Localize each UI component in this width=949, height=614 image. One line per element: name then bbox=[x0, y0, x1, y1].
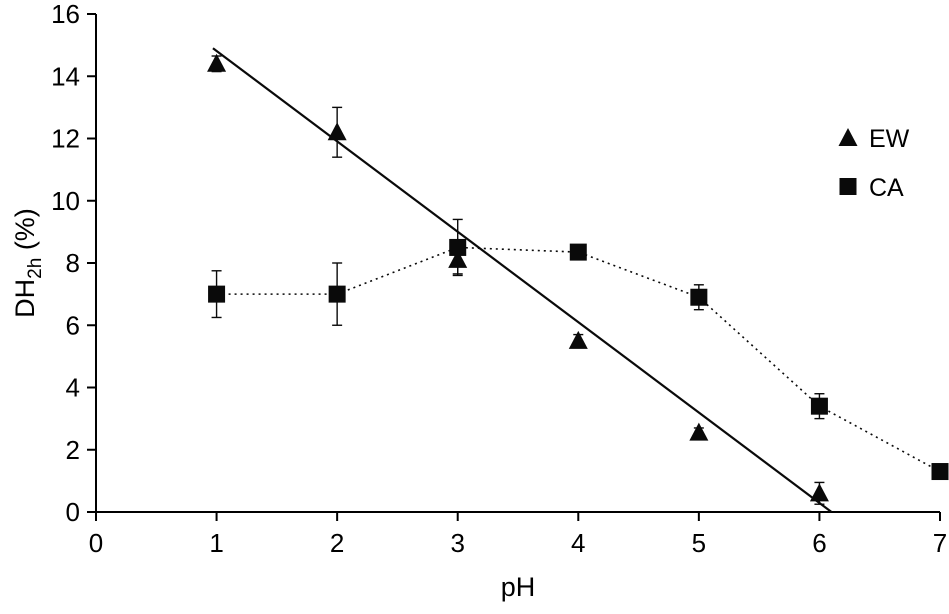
x-tick-label: 5 bbox=[692, 528, 706, 558]
data-point-square-ca bbox=[810, 397, 828, 415]
y-axis-title: DH2h (%) bbox=[10, 208, 46, 318]
data-point-triangle-ew bbox=[809, 483, 829, 502]
data-point-triangle-ew bbox=[689, 422, 709, 441]
x-tick-label: 1 bbox=[209, 528, 223, 558]
trendline-ew bbox=[212, 47, 833, 513]
y-axis-title-unit: (%) bbox=[10, 208, 40, 258]
y-axis-title-main: DH bbox=[10, 279, 40, 318]
y-tick-label: 12 bbox=[51, 124, 80, 154]
x-tick-label: 2 bbox=[330, 528, 344, 558]
y-tick-label: 2 bbox=[66, 435, 80, 465]
data-point-square-ca bbox=[449, 238, 467, 256]
y-tick-label: 14 bbox=[51, 61, 80, 91]
x-axis-title: pH bbox=[501, 572, 536, 602]
x-tick-label: 7 bbox=[933, 528, 947, 558]
data-point-square-ca bbox=[690, 288, 708, 306]
data-point-triangle-ew bbox=[327, 122, 347, 141]
legend-square-marker-icon bbox=[839, 178, 857, 195]
x-tick-label: 3 bbox=[450, 528, 464, 558]
y-tick-label: 16 bbox=[51, 0, 80, 29]
x-tick-label: 0 bbox=[89, 528, 103, 558]
data-point-square-ca bbox=[931, 463, 949, 481]
y-tick-label: 4 bbox=[66, 373, 80, 403]
data-point-square-ca bbox=[569, 243, 587, 261]
legend-label-ca: CA bbox=[869, 174, 904, 202]
data-point-triangle-ew bbox=[568, 330, 588, 349]
legend-triangle-marker-icon bbox=[838, 128, 858, 146]
data-point-square-ca bbox=[328, 285, 346, 303]
y-tick-label: 0 bbox=[66, 497, 80, 527]
y-tick-label: 6 bbox=[66, 310, 80, 340]
x-tick-label: 4 bbox=[571, 528, 585, 558]
x-tick-label: 6 bbox=[812, 528, 826, 558]
legend-label-ew: EW bbox=[869, 125, 910, 153]
data-point-triangle-ew bbox=[207, 53, 227, 72]
series-line-ca bbox=[216, 246, 941, 473]
y-tick-label: 8 bbox=[66, 248, 80, 278]
y-axis-title-subscript: 2h bbox=[25, 258, 46, 279]
legend: EW CA bbox=[838, 125, 910, 202]
data-point-square-ca bbox=[208, 285, 226, 303]
y-tick-label: 10 bbox=[51, 186, 80, 216]
